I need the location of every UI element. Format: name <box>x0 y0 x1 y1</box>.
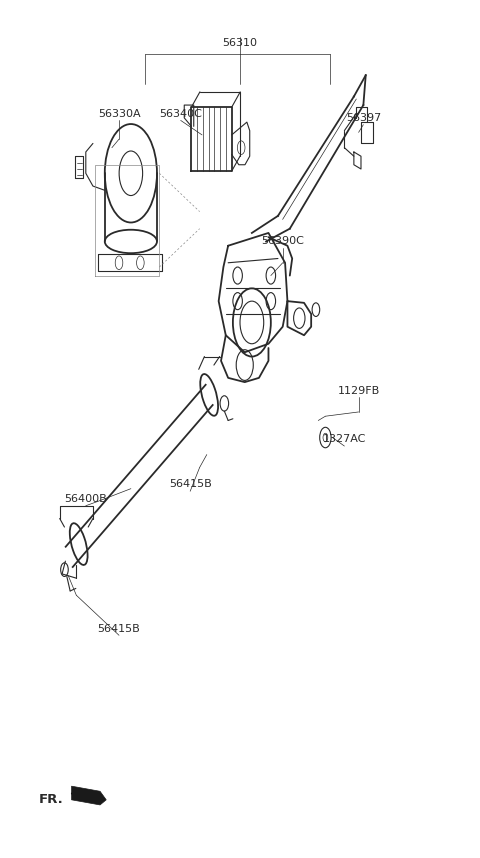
Text: 56415B: 56415B <box>169 480 212 489</box>
Text: 56330A: 56330A <box>98 109 140 118</box>
Text: 1129FB: 1129FB <box>337 385 380 396</box>
Text: FR.: FR. <box>38 794 63 807</box>
Text: 56390C: 56390C <box>261 237 304 246</box>
Text: 56400B: 56400B <box>64 494 107 504</box>
Text: 56340C: 56340C <box>159 109 202 118</box>
FancyArrowPatch shape <box>72 794 100 801</box>
Text: 56397: 56397 <box>346 113 381 123</box>
Text: 56415B: 56415B <box>97 625 140 634</box>
Text: 56310: 56310 <box>223 38 257 48</box>
Polygon shape <box>72 786 106 805</box>
Text: 1327AC: 1327AC <box>323 434 366 444</box>
